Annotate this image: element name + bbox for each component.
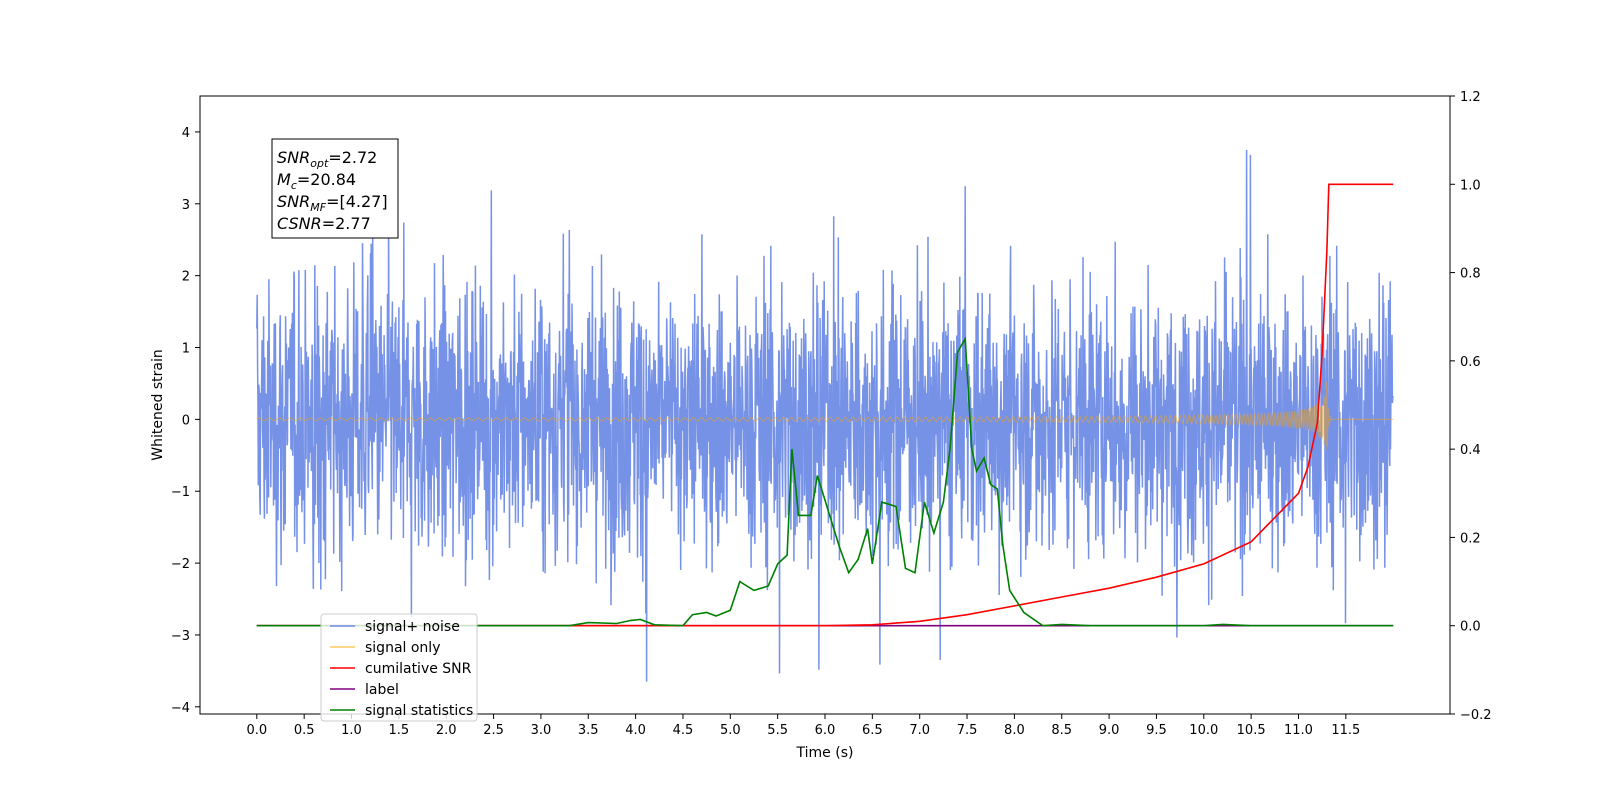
y-right-tick-label: 0.6 <box>1460 355 1481 370</box>
x-tick-label: 6.0 <box>815 723 836 738</box>
x-tick-label: 4.0 <box>625 723 646 738</box>
annotation-subscript: opt <box>310 157 329 170</box>
x-tick-label: 8.0 <box>1004 723 1025 738</box>
annotation-value: =[4.27] <box>326 192 388 211</box>
x-tick-label: 10.5 <box>1237 723 1266 738</box>
y-left-tick-label: −3 <box>171 629 190 644</box>
x-tick-label: 7.5 <box>957 723 978 738</box>
x-tick-label: 6.5 <box>862 723 883 738</box>
legend-label: signal statistics <box>365 703 473 719</box>
y-right-tick-label: 0.8 <box>1460 267 1481 282</box>
series-cumulative-snr-line <box>256 183 1394 627</box>
y-left-tick-label: 3 <box>182 198 190 213</box>
y-right-tick-label: 0.2 <box>1460 531 1481 546</box>
annotation-frame <box>271 138 399 239</box>
series-signal-only-line <box>256 381 1394 451</box>
y-left-tick-label: −2 <box>171 557 190 572</box>
y-left-tick-label: −4 <box>171 701 190 716</box>
y-left-tick-label: 2 <box>182 270 190 285</box>
annotation-symbol: SNR <box>277 148 310 167</box>
y-right-tick-label: 0.0 <box>1460 620 1481 635</box>
y-right-tick-label: 1.2 <box>1460 90 1481 105</box>
annotation-line: Mc=20.84 <box>277 170 356 192</box>
series-signal-statistics-line <box>256 336 1394 627</box>
x-tick-label: 8.5 <box>1051 723 1072 738</box>
legend: signal+ noise signal only cumilative SNR la… <box>320 613 478 722</box>
axes: 0.0 0.5 1.0 1.5 2.0 2.5 3.0 3.5 4.0 4.5 5.0 5.5 6.0 6… <box>171 90 1492 738</box>
legend-label: signal+ noise <box>365 619 460 635</box>
x-tick-label: 10.0 <box>1189 723 1218 738</box>
y-right-tick-label: 1.0 <box>1460 178 1481 193</box>
x-tick-label: 2.0 <box>436 723 457 738</box>
legend-frame <box>320 613 478 722</box>
y-axis-label: Whitened strain <box>150 349 166 460</box>
x-tick-label: 0.5 <box>294 723 315 738</box>
legend-label: cumilative SNR <box>365 661 472 677</box>
y-left-tick-label: 0 <box>182 413 190 428</box>
y-left-tick-label: 1 <box>182 342 190 357</box>
x-tick-label: 11.0 <box>1284 723 1313 738</box>
x-tick-label: 4.5 <box>673 723 694 738</box>
annotation-line: SNRMF=[4.27] <box>277 192 388 214</box>
annotation-symbol: M <box>277 170 291 189</box>
annotation-value: =2.77 <box>322 214 371 233</box>
legend-label: signal only <box>365 640 440 656</box>
annotation-line: CSNR=2.77 <box>277 214 371 233</box>
annotation-value: =20.84 <box>297 170 356 189</box>
legend-hidden-text: chirp only <box>365 682 434 698</box>
x-tick-label: 7.0 <box>909 723 930 738</box>
x-tick-label: 2.5 <box>483 723 504 738</box>
x-tick-label: 9.0 <box>1099 723 1120 738</box>
series-signal-noise-line <box>256 149 1394 682</box>
annotation-value: =2.72 <box>328 148 377 167</box>
x-axis-label: Time (s) <box>796 745 854 761</box>
x-tick-label: 9.5 <box>1146 723 1167 738</box>
y-right-tick-label: −0.2 <box>1460 708 1492 723</box>
annotation-line: SNRopt=2.72 <box>277 148 377 170</box>
x-tick-label: 5.5 <box>767 723 788 738</box>
x-tick-label: 3.5 <box>578 723 599 738</box>
annotation-subscript: c <box>291 179 297 192</box>
y-right-tick-label: 0.4 <box>1460 443 1481 458</box>
legend-label: label <box>365 682 399 698</box>
x-tick-label: 1.5 <box>389 723 410 738</box>
x-tick-label: 5.0 <box>720 723 741 738</box>
x-tick-label: 0.0 <box>246 723 267 738</box>
y-left-tick-label: 4 <box>182 126 190 141</box>
plot-area <box>256 149 1394 682</box>
y-left-tick-label: −1 <box>171 485 190 500</box>
annotation-subscript: MF <box>310 201 326 214</box>
annotation-symbol: CSNR <box>277 214 322 233</box>
x-tick-label: 11.5 <box>1331 723 1360 738</box>
annotation-symbol: SNR <box>277 192 310 211</box>
x-tick-label: 3.0 <box>531 723 552 738</box>
x-tick-label: 1.0 <box>341 723 362 738</box>
